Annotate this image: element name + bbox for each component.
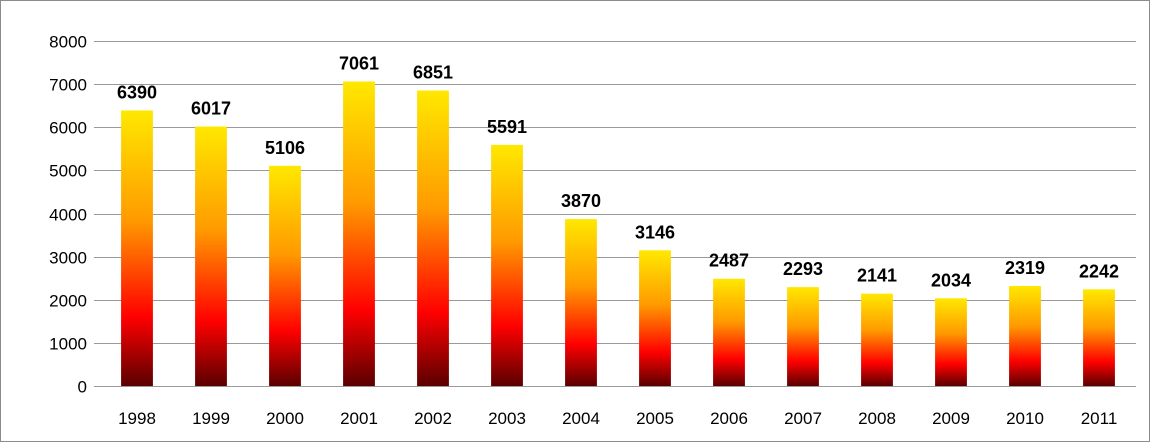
y-tick-label: 8000 xyxy=(49,33,87,52)
gridlines xyxy=(94,41,1136,387)
bar xyxy=(1083,289,1115,386)
data-label: 6851 xyxy=(413,63,453,83)
bar xyxy=(565,219,597,386)
y-tick-label: 0 xyxy=(78,378,87,397)
y-tick-label: 6000 xyxy=(49,119,87,138)
x-tick-label: 1999 xyxy=(192,409,230,428)
data-label: 2141 xyxy=(857,266,897,286)
x-tick-label: 2008 xyxy=(858,409,896,428)
data-label: 3146 xyxy=(635,222,675,242)
y-tick-label: 5000 xyxy=(49,162,87,181)
data-label: 5106 xyxy=(265,138,305,158)
y-tick-label: 2000 xyxy=(49,292,87,311)
data-label: 6017 xyxy=(191,99,231,119)
bar xyxy=(935,298,967,386)
bar xyxy=(269,165,301,386)
x-axis-tick-labels: 1998 1999 2000 2001 2002 2003 2004 2005 2006 2007… xyxy=(118,409,1117,428)
data-labels: 6390 6017 5106 7061 6851 5591 3870 3146 2487 2293… xyxy=(117,53,1119,290)
bar xyxy=(195,126,227,386)
data-label: 2487 xyxy=(709,251,749,271)
x-tick-label: 2005 xyxy=(636,409,674,428)
x-tick-label: 2006 xyxy=(710,409,748,428)
bar xyxy=(121,110,153,387)
data-label: 2319 xyxy=(1005,258,1045,278)
bar xyxy=(491,144,523,386)
bar xyxy=(639,250,671,386)
x-tick-label: 2001 xyxy=(340,409,378,428)
x-tick-label: 2010 xyxy=(1006,409,1044,428)
data-label: 3870 xyxy=(561,191,601,211)
y-tick-label: 1000 xyxy=(49,335,87,354)
bars xyxy=(121,81,1115,387)
y-tick-label: 3000 xyxy=(49,249,87,268)
x-tick-label: 2011 xyxy=(1081,409,1118,428)
x-tick-label: 2000 xyxy=(266,409,304,428)
data-label: 7061 xyxy=(339,53,379,73)
bar xyxy=(417,90,449,386)
data-label: 5591 xyxy=(487,117,527,137)
y-tick-label: 4000 xyxy=(49,206,87,225)
data-label: 2034 xyxy=(931,270,971,290)
bar xyxy=(861,293,893,386)
x-tick-label: 1998 xyxy=(118,409,156,428)
x-tick-label: 2003 xyxy=(488,409,526,428)
x-tick-label: 2004 xyxy=(562,409,600,428)
bar xyxy=(1009,285,1041,386)
x-tick-label: 2002 xyxy=(414,409,452,428)
data-label: 2242 xyxy=(1079,261,1119,281)
x-tick-label: 2009 xyxy=(932,409,970,428)
bar xyxy=(713,278,745,386)
y-tick-label: 7000 xyxy=(49,76,87,95)
data-label: 6390 xyxy=(117,82,157,102)
bar xyxy=(343,81,375,386)
data-label: 2293 xyxy=(783,259,823,279)
x-tick-label: 2007 xyxy=(784,409,822,428)
y-axis-tick-labels: 0 1000 2000 3000 4000 5000 6000 7000 8000 xyxy=(49,33,87,397)
bar xyxy=(787,287,819,386)
